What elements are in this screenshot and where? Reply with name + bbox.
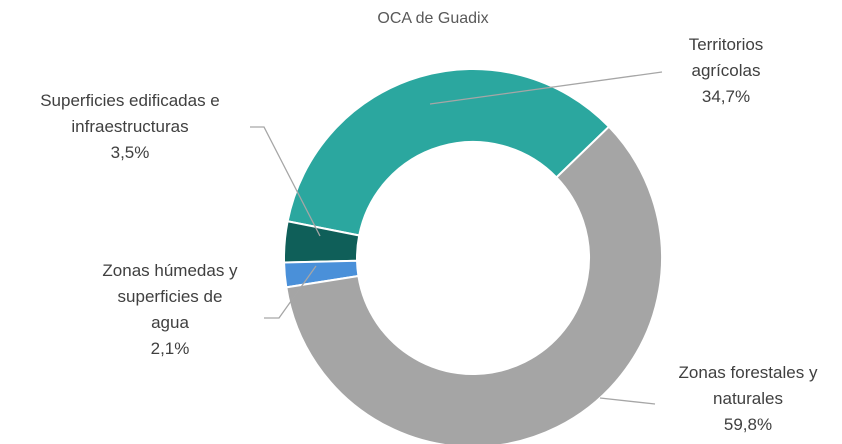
leader-line [250, 126, 321, 237]
value-label: 2,1% [150, 339, 190, 358]
leader-line [599, 397, 656, 405]
data-label: Zonas forestales y naturales 59,8% [666, 360, 831, 438]
chart-title: OCA de Guadix [377, 10, 489, 27]
value-label: 59,8% [723, 415, 773, 434]
category-label: Superficies edificadas e infraestructura… [40, 91, 220, 136]
category-label: Territorios agrícolas [688, 35, 764, 80]
donut-slice [285, 125, 663, 444]
value-label: 3,5% [110, 143, 150, 162]
value-label: 34,7% [701, 87, 751, 106]
data-label: Superficies edificadas e infraestructura… [13, 88, 248, 166]
category-label: Zonas húmedas y superficies de agua [102, 261, 238, 332]
leader-line [429, 71, 663, 105]
donut-slice [283, 220, 361, 264]
donut-slice [283, 259, 360, 289]
data-label: Zonas húmedas y superficies de agua 2,1% [99, 258, 241, 362]
donut-slice [286, 68, 611, 237]
leader-line [264, 265, 317, 319]
data-label: Territorios agrícolas 34,7% [674, 32, 779, 110]
category-label: Zonas forestales y naturales [678, 363, 818, 408]
